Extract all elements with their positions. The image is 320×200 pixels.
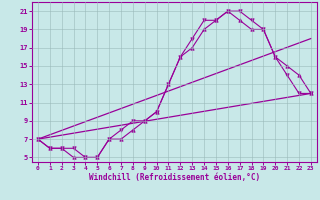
X-axis label: Windchill (Refroidissement éolien,°C): Windchill (Refroidissement éolien,°C) xyxy=(89,173,260,182)
